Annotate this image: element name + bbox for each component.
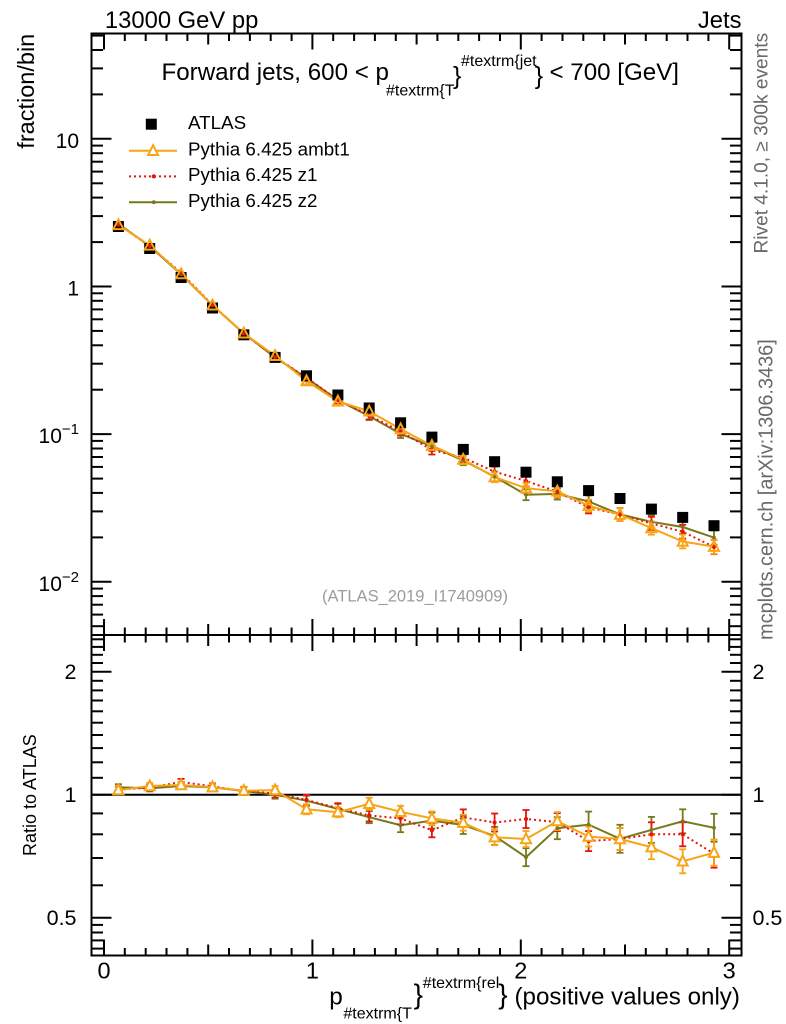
- svg-text:0.5: 0.5: [753, 906, 783, 930]
- svg-text:1: 1: [67, 278, 79, 301]
- svg-text:mcplots.cern.ch [arXiv:1306.34: mcplots.cern.ch [arXiv:1306.3436]: [756, 339, 778, 640]
- svg-text:2: 2: [514, 958, 527, 984]
- svg-text:}: }: [535, 62, 543, 90]
- svg-text:#textrm{jet: #textrm{jet: [461, 53, 537, 70]
- svg-text:}: }: [498, 979, 507, 1010]
- svg-text:Forward jets, 600 < p: Forward jets, 600 < p: [162, 59, 389, 86]
- svg-text:2: 2: [753, 660, 765, 684]
- svg-text:(ATLAS_2019_I1740909): (ATLAS_2019_I1740909): [322, 588, 508, 606]
- svg-text:Rivet 4.1.0, ≥ 300k events: Rivet 4.1.0, ≥ 300k events: [752, 33, 773, 254]
- svg-text:#textrm{T: #textrm{T: [386, 83, 455, 100]
- svg-text:2: 2: [65, 660, 77, 684]
- svg-text:0: 0: [97, 958, 110, 984]
- svg-text:1: 1: [306, 958, 319, 984]
- svg-text:#textrm{T: #textrm{T: [343, 1006, 412, 1023]
- svg-text:1: 1: [65, 783, 77, 807]
- svg-text:}: }: [414, 979, 423, 1010]
- svg-text:Pythia 6.425 ambt1: Pythia 6.425 ambt1: [188, 139, 350, 160]
- svg-text:Pythia 6.425 z1: Pythia 6.425 z1: [188, 164, 317, 185]
- svg-text:(positive values only): (positive values only): [515, 984, 740, 1011]
- svg-text:ATLAS: ATLAS: [188, 112, 246, 133]
- svg-text:}: }: [453, 62, 461, 90]
- svg-text:10: 10: [56, 130, 79, 153]
- svg-text:13000 GeV pp: 13000 GeV pp: [105, 7, 258, 34]
- svg-text:fraction/bin: fraction/bin: [13, 34, 39, 149]
- svg-text:0.5: 0.5: [47, 906, 77, 930]
- svg-text:< 700 [GeV]: < 700 [GeV]: [550, 59, 680, 86]
- svg-text:Ratio to ATLAS: Ratio to ATLAS: [20, 734, 40, 856]
- svg-text:Jets: Jets: [698, 7, 742, 34]
- svg-text:1: 1: [753, 783, 765, 807]
- svg-text:p: p: [329, 984, 343, 1011]
- svg-text:Pythia 6.425 z2: Pythia 6.425 z2: [188, 190, 317, 211]
- svg-text:3: 3: [723, 958, 736, 984]
- svg-text:#textrm{rel: #textrm{rel: [423, 975, 499, 992]
